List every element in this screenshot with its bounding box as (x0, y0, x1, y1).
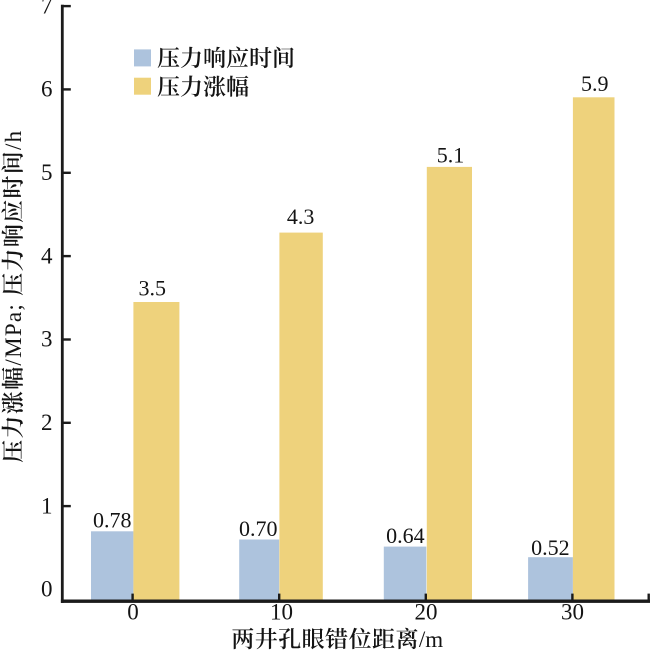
svg-text:4: 4 (41, 243, 53, 268)
svg-text:/m: /m (419, 627, 443, 652)
svg-text:30: 30 (561, 600, 584, 625)
svg-text:2: 2 (41, 410, 53, 435)
svg-text:4.3: 4.3 (287, 204, 315, 229)
svg-text:3: 3 (41, 327, 53, 352)
svg-text:0.64: 0.64 (386, 523, 425, 548)
svg-text:0.78: 0.78 (93, 508, 132, 533)
svg-text:10: 10 (270, 600, 293, 625)
svg-text:7: 7 (41, 0, 53, 18)
svg-text:0: 0 (41, 577, 53, 602)
svg-text:5: 5 (41, 160, 53, 185)
svg-text:5.9: 5.9 (581, 71, 609, 96)
svg-text:0.70: 0.70 (239, 516, 278, 541)
svg-text:0.52: 0.52 (531, 535, 570, 560)
svg-text:20: 20 (415, 600, 438, 625)
svg-text:/MPa;: /MPa; (1, 303, 26, 366)
svg-text:0: 0 (127, 600, 139, 625)
svg-text:3.5: 3.5 (138, 276, 166, 301)
svg-text:1: 1 (41, 493, 53, 518)
svg-text:5.1: 5.1 (437, 143, 465, 168)
svg-text:/h: /h (1, 130, 26, 151)
svg-text:6: 6 (41, 77, 53, 102)
